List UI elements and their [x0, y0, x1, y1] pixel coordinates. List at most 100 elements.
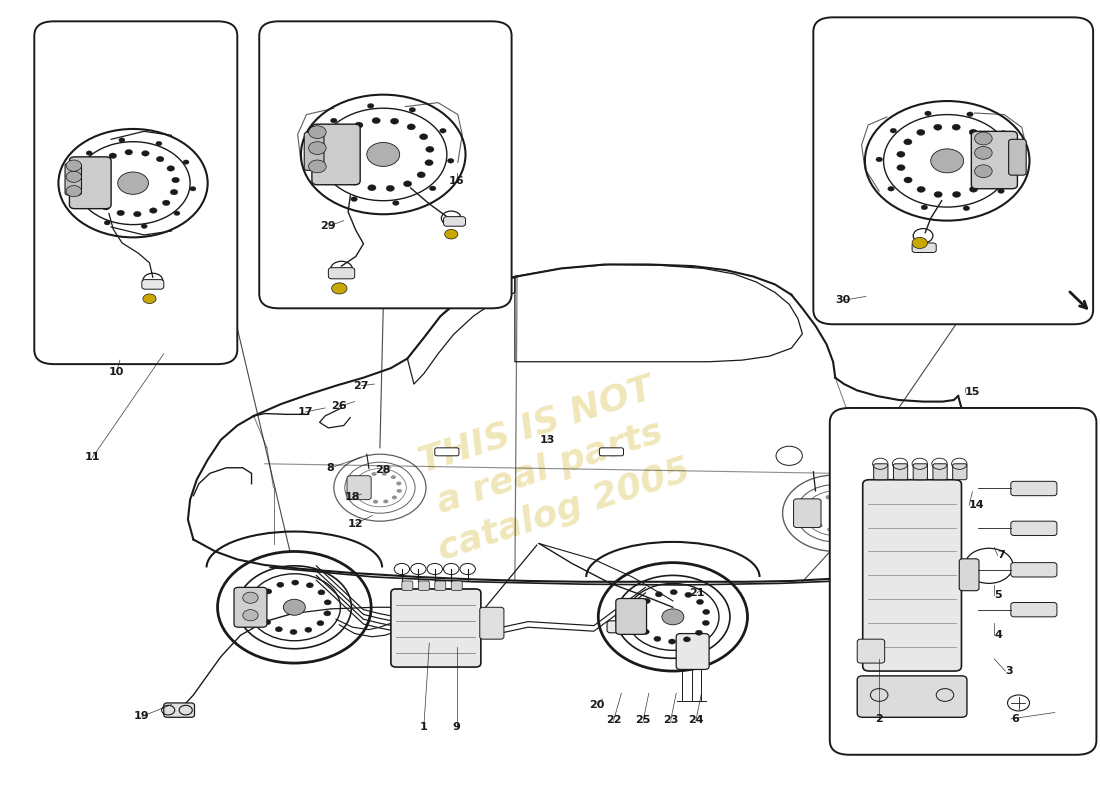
Circle shape — [916, 130, 925, 135]
FancyBboxPatch shape — [913, 464, 927, 480]
Circle shape — [855, 515, 860, 519]
Circle shape — [174, 211, 180, 215]
Circle shape — [1012, 160, 1019, 165]
Circle shape — [119, 138, 125, 142]
Circle shape — [989, 164, 998, 170]
Text: 11: 11 — [85, 452, 100, 462]
Circle shape — [642, 630, 649, 634]
Circle shape — [163, 200, 170, 206]
Text: 4: 4 — [994, 630, 1002, 640]
Circle shape — [656, 592, 662, 597]
FancyBboxPatch shape — [142, 280, 164, 289]
FancyBboxPatch shape — [616, 598, 647, 634]
Circle shape — [170, 190, 178, 195]
Circle shape — [925, 111, 932, 116]
FancyBboxPatch shape — [234, 587, 267, 627]
FancyBboxPatch shape — [857, 639, 884, 663]
Circle shape — [156, 142, 162, 146]
Circle shape — [133, 211, 141, 217]
Circle shape — [912, 238, 927, 249]
Circle shape — [390, 475, 396, 479]
Circle shape — [425, 160, 433, 166]
Circle shape — [444, 230, 458, 239]
Circle shape — [367, 185, 376, 190]
FancyBboxPatch shape — [676, 634, 710, 670]
Circle shape — [855, 506, 860, 510]
Circle shape — [257, 598, 265, 604]
Circle shape — [264, 620, 271, 625]
Text: 14: 14 — [969, 500, 984, 510]
Circle shape — [934, 191, 943, 198]
Circle shape — [284, 599, 306, 615]
Circle shape — [70, 175, 76, 180]
Circle shape — [372, 472, 376, 476]
Circle shape — [876, 157, 882, 162]
Circle shape — [292, 580, 299, 585]
Circle shape — [332, 157, 341, 162]
FancyBboxPatch shape — [1009, 139, 1026, 175]
Circle shape — [66, 171, 81, 182]
Circle shape — [333, 143, 342, 150]
Circle shape — [975, 146, 992, 159]
Text: 20: 20 — [590, 699, 605, 710]
FancyBboxPatch shape — [1011, 562, 1057, 577]
Text: 28: 28 — [375, 465, 390, 475]
FancyBboxPatch shape — [164, 703, 195, 718]
Circle shape — [917, 186, 925, 193]
FancyBboxPatch shape — [873, 464, 888, 480]
FancyBboxPatch shape — [857, 676, 967, 718]
Circle shape — [637, 608, 644, 614]
Circle shape — [964, 206, 970, 210]
Circle shape — [309, 126, 327, 138]
Circle shape — [312, 146, 319, 150]
Circle shape — [320, 176, 327, 181]
Circle shape — [669, 639, 675, 644]
Text: 21: 21 — [690, 588, 705, 598]
Circle shape — [429, 186, 436, 190]
Circle shape — [390, 118, 398, 124]
Circle shape — [351, 197, 358, 202]
FancyBboxPatch shape — [34, 22, 238, 364]
Text: 18: 18 — [344, 492, 361, 502]
Text: 26: 26 — [331, 402, 348, 411]
Circle shape — [87, 183, 95, 189]
Circle shape — [305, 627, 312, 632]
Circle shape — [407, 124, 416, 130]
Circle shape — [896, 151, 905, 158]
Circle shape — [670, 590, 678, 594]
Circle shape — [393, 201, 399, 206]
Text: 15: 15 — [965, 387, 980, 397]
FancyBboxPatch shape — [69, 157, 111, 209]
Circle shape — [448, 158, 454, 163]
FancyBboxPatch shape — [480, 607, 504, 639]
Circle shape — [341, 131, 350, 137]
Circle shape — [277, 582, 284, 587]
Circle shape — [363, 476, 367, 480]
Text: 24: 24 — [689, 715, 704, 726]
FancyBboxPatch shape — [893, 464, 907, 480]
Text: 2: 2 — [876, 714, 883, 724]
Text: 5: 5 — [994, 590, 1002, 600]
Circle shape — [183, 160, 189, 164]
Circle shape — [404, 181, 411, 187]
FancyBboxPatch shape — [829, 408, 1097, 754]
FancyBboxPatch shape — [959, 559, 979, 590]
FancyBboxPatch shape — [953, 464, 967, 480]
Circle shape — [109, 153, 117, 158]
Circle shape — [306, 582, 313, 588]
Circle shape — [332, 283, 346, 294]
Circle shape — [366, 142, 399, 166]
Circle shape — [967, 112, 974, 117]
FancyBboxPatch shape — [260, 22, 512, 308]
Circle shape — [849, 522, 855, 526]
Text: 16: 16 — [449, 176, 464, 186]
Circle shape — [243, 592, 258, 603]
Circle shape — [890, 128, 896, 133]
FancyBboxPatch shape — [329, 268, 354, 279]
Circle shape — [896, 165, 905, 170]
Circle shape — [172, 178, 179, 183]
FancyBboxPatch shape — [600, 448, 624, 456]
FancyBboxPatch shape — [390, 589, 481, 667]
Circle shape — [934, 124, 942, 130]
Circle shape — [354, 122, 363, 128]
